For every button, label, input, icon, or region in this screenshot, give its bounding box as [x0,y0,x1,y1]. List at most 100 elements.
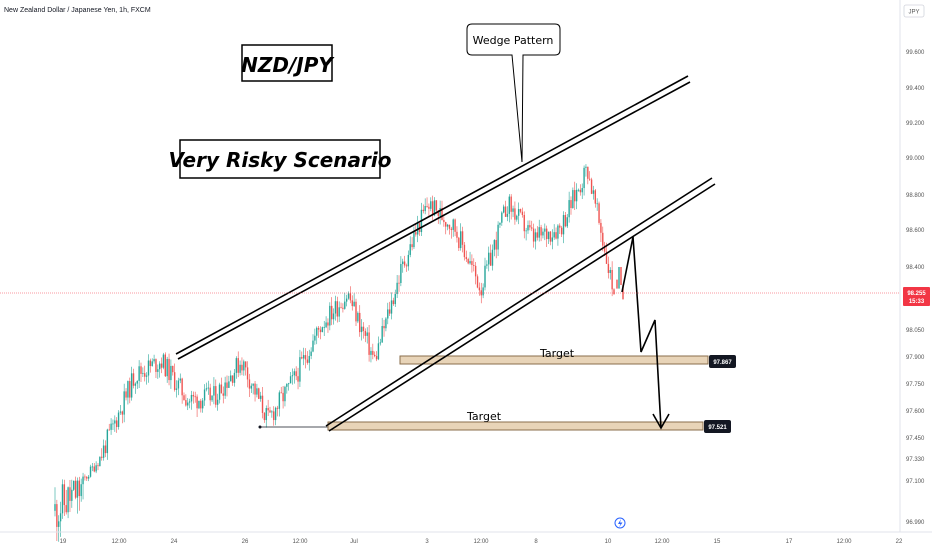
candle-body [102,445,105,458]
candle-body [319,329,322,333]
candle-body [409,244,411,255]
candle-body [138,366,140,381]
candle-body [205,388,208,390]
candle-body [287,383,290,385]
candle-body [583,167,585,189]
candle-body [344,301,346,309]
candle-body [516,215,518,220]
candle-body [602,232,604,246]
candle-body [226,382,228,388]
candle-body [332,313,335,320]
candle-body [78,480,81,497]
candle-body [519,209,522,212]
candle-body [252,383,254,386]
candle-body [510,196,512,212]
candle-body [600,222,602,233]
candle-body [149,360,152,367]
candle-body [284,386,286,402]
candle-body [489,252,492,266]
candle-body [536,232,539,238]
title-callout-text: NZD/JPY [241,53,335,77]
candle-body [336,301,339,317]
x-tick-label: 26 [242,539,249,545]
candle-body [175,388,178,390]
candlestick-series [54,164,624,542]
candle-body [450,228,453,230]
candle-body [575,189,578,202]
candle-body [334,301,337,314]
scenario-callout[interactable]: Very Risky Scenario [169,139,392,179]
candle-body [59,513,62,522]
candle-body [218,384,221,400]
plot-area[interactable]: Target Target NZD/JPY Very Risky Scenar [0,23,900,542]
target-zone-1[interactable]: Target [399,347,709,365]
candle-body [259,395,262,399]
time-axis[interactable]: 19 12:00 24 26 12:00 Jul 3 12:00 8 10 12:00 15 17 12:… [0,531,932,545]
candle-body [101,456,103,458]
candle-body [392,300,395,305]
candle-body [607,263,610,273]
candle-body [153,359,155,362]
candle-body [422,209,425,212]
candle-body [181,378,183,396]
candle-body [237,358,239,373]
target-zone-2[interactable]: Target [327,410,704,431]
price-axis[interactable]: JPY 99.600 99.400 99.200 99.000 98.800 98.600… [899,0,930,532]
candle-body [574,190,576,202]
candle-body [572,190,574,209]
candle-body [403,261,406,266]
candle-body [605,251,608,264]
candle-body [67,487,69,513]
candle-body [559,225,561,228]
candle-body [465,257,468,260]
candle-body [613,289,615,294]
candle-body [308,355,310,363]
lightning-icon[interactable] [614,517,626,529]
target-badge-2: 97.521 [704,420,731,433]
wedge-lower-line[interactable] [325,177,716,432]
candle-body [323,327,325,329]
projected-path[interactable] [632,236,662,429]
candle-body [501,212,503,223]
candle-body [289,376,292,384]
currency-badge[interactable] [903,4,925,18]
candle-body [502,206,505,213]
candle-body [366,332,368,336]
candle-body [562,215,565,235]
candle-body [84,476,86,478]
candle-body [560,227,563,235]
candle-body [177,380,180,389]
candle-body [476,276,479,288]
pattern-note-text: Wedge Pattern [473,34,554,47]
candle-body [151,361,153,367]
candle-body [280,392,282,394]
candle-body [243,361,245,371]
candle-body [201,400,204,409]
symbol-description: New Zealand Dollar / Japanese Yen, 1h, F… [4,7,151,14]
title-callout[interactable]: NZD/JPY [241,44,335,82]
wedge-upper-line[interactable] [175,75,691,360]
candle-body [58,521,60,527]
y-tick-label: 99.600 [906,50,925,56]
candle-body [327,322,329,326]
candle-body [173,372,176,390]
candle-body [474,265,477,277]
x-tick-label: 12:00 [111,539,127,545]
projected-arrowhead [652,413,670,430]
candle-body [579,189,582,193]
candle-body [504,206,507,217]
y-tick-label: 96.990 [906,520,925,526]
candle-body [534,232,537,242]
candle-body [207,387,210,389]
candle-body [491,249,494,266]
candle-body [188,401,191,403]
candle-body [114,420,116,424]
candle-body [402,261,404,264]
candle-body [95,465,97,472]
pattern-note[interactable]: Wedge Pattern [466,23,561,163]
candle-body [224,382,226,396]
candle-body [80,484,82,497]
candle-body [592,190,595,194]
candle-body [581,188,583,193]
